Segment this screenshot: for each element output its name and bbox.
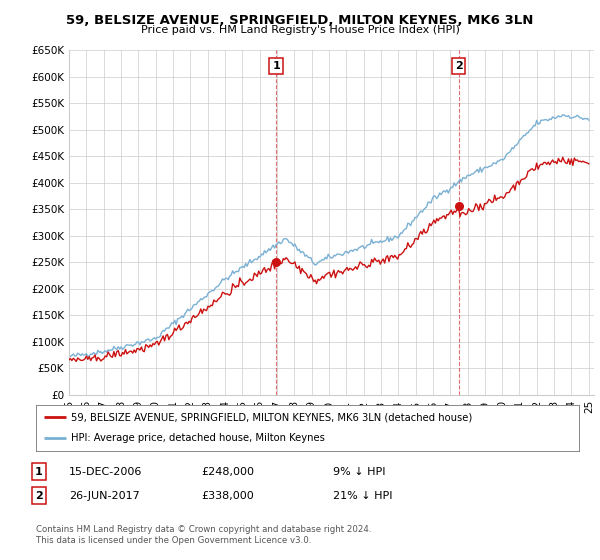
Text: £248,000: £248,000 (201, 466, 254, 477)
Text: Price paid vs. HM Land Registry's House Price Index (HPI): Price paid vs. HM Land Registry's House … (140, 25, 460, 35)
Text: Contains HM Land Registry data © Crown copyright and database right 2024.
This d: Contains HM Land Registry data © Crown c… (36, 525, 371, 545)
Text: 2: 2 (35, 491, 43, 501)
Text: 59, BELSIZE AVENUE, SPRINGFIELD, MILTON KEYNES, MK6 3LN (detached house): 59, BELSIZE AVENUE, SPRINGFIELD, MILTON … (71, 412, 473, 422)
Text: 15-DEC-2006: 15-DEC-2006 (69, 466, 142, 477)
Text: 26-JUN-2017: 26-JUN-2017 (69, 491, 140, 501)
Text: 9% ↓ HPI: 9% ↓ HPI (333, 466, 386, 477)
Text: 2: 2 (455, 61, 463, 71)
Text: 59, BELSIZE AVENUE, SPRINGFIELD, MILTON KEYNES, MK6 3LN: 59, BELSIZE AVENUE, SPRINGFIELD, MILTON … (67, 14, 533, 27)
Text: HPI: Average price, detached house, Milton Keynes: HPI: Average price, detached house, Milt… (71, 433, 325, 444)
Text: 1: 1 (272, 61, 280, 71)
Text: 21% ↓ HPI: 21% ↓ HPI (333, 491, 392, 501)
Text: 1: 1 (35, 466, 43, 477)
Text: £338,000: £338,000 (201, 491, 254, 501)
